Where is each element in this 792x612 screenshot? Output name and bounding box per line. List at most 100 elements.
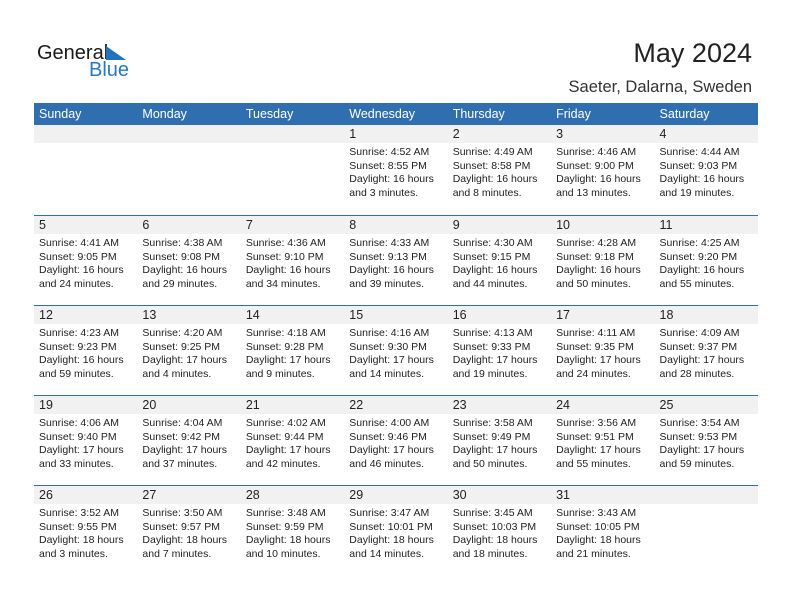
calendar-grid: Sunday Monday Tuesday Wednesday Thursday Frid… [34,103,758,575]
day-cell: 4 Sunrise: 4:44 AM Sunset: 9:03 PM Daylight… [655,125,758,215]
daylight-text: Daylight: 17 hours [452,444,538,456]
day-cell: 24 Sunrise: 3:56 AM Sunset: 9:51 PM Dayligh… [551,396,654,485]
sunrise-text: Sunrise: 4:38 AM [142,237,223,249]
sunset-text: Sunset: 9:55 PM [39,520,117,533]
sunset-text: Sunset: 9:05 PM [39,250,117,263]
daylight-text: Daylight: 17 hours [142,444,228,456]
week-row: 12 Sunrise: 4:23 AM Sunset: 9:23 PM Dayligh… [34,305,758,395]
daylight-text: Daylight: 17 hours [659,354,745,366]
day-number: 22 [349,398,364,412]
daylight-text: Daylight: 16 hours [659,173,745,185]
daylight-text: Daylight: 18 hours [452,534,538,546]
sunset-text: Sunset: 9:46 PM [349,430,427,443]
minutes-text: and 55 minutes. [556,457,631,470]
day-number: 18 [659,308,674,322]
daylight-text: Daylight: 17 hours [349,444,434,456]
day-number: 9 [452,218,460,232]
day-number: 29 [349,488,364,502]
weekday-header: Sunday Monday Tuesday Wednesday Thursday Frid… [34,103,758,125]
sunrise-text: Sunrise: 4:25 AM [659,237,740,249]
day-info: Sunrise: 4:04 AM Sunset: 9:42 PM Daylight:… [142,417,240,471]
day-cell: 2 Sunrise: 4:49 AM Sunset: 8:58 PM Daylight… [448,125,551,215]
day-number: 6 [142,218,150,232]
sunset-text: Sunset: 9:15 PM [452,250,531,263]
minutes-text: and 3 minutes. [39,547,108,560]
sunrise-text: Sunrise: 4:20 AM [142,327,223,339]
minutes-text: and 19 minutes. [452,367,528,380]
day-cell: 14 Sunrise: 4:18 AM Sunset: 9:28 PM Dayligh… [241,306,344,395]
day-number: 16 [452,308,467,322]
day-info: Sunrise: 4:06 AM Sunset: 9:40 PM Daylight:… [39,417,137,471]
day-cell: 30 Sunrise: 3:45 AM Sunset: 10:03 PM Daylig… [448,486,551,575]
day-cell: 21 Sunrise: 4:02 AM Sunset: 9:44 PM Dayligh… [241,396,344,485]
day-info: Sunrise: 4:00 AM Sunset: 9:46 PM Daylight:… [349,417,447,471]
weekday-tuesday: Tuesday [245,107,294,121]
sunset-text: Sunset: 9:51 PM [556,430,634,443]
day-info: Sunrise: 4:49 AM Sunset: 8:58 PM Daylight:… [453,146,551,200]
daylight-text: Daylight: 18 hours [142,534,228,546]
sunrise-text: Sunrise: 4:41 AM [39,237,119,249]
day-info: Sunrise: 4:28 AM Sunset: 9:18 PM Daylight:… [556,237,654,291]
day-cell: 16 Sunrise: 4:13 AM Sunset: 9:33 PM Dayligh… [448,306,551,395]
day-cell: 18 Sunrise: 4:09 AM Sunset: 9:37 PM Dayligh… [655,306,758,395]
day-info: Sunrise: 3:47 AM Sunset: 10:01 PM Daylight… [349,507,447,561]
day-cell: 11 Sunrise: 4:25 AM Sunset: 9:20 PM Dayligh… [655,216,758,305]
day-info: Sunrise: 4:18 AM Sunset: 9:28 PM Daylight:… [246,327,344,381]
minutes-text: and 39 minutes. [349,277,424,290]
sunrise-text: Sunrise: 4:49 AM [452,146,533,158]
daylight-text: Daylight: 16 hours [39,354,124,366]
day-number: 21 [245,398,260,412]
daylight-text: Daylight: 17 hours [659,444,745,456]
day-info: Sunrise: 4:33 AM Sunset: 9:13 PM Daylight:… [349,237,447,291]
sunset-text: Sunset: 9:40 PM [39,430,117,443]
sunrise-text: Sunrise: 4:44 AM [659,146,740,158]
sunrise-text: Sunrise: 4:11 AM [556,327,636,339]
daylight-text: Daylight: 18 hours [349,534,434,546]
sunrise-text: Sunrise: 3:56 AM [556,417,637,429]
minutes-text: and 50 minutes. [556,277,631,290]
minutes-text: and 59 minutes. [659,457,735,470]
day-cell: 10 Sunrise: 4:28 AM Sunset: 9:18 PM Dayligh… [551,216,654,305]
day-info: Sunrise: 3:43 AM Sunset: 10:05 PM Daylight… [556,507,654,561]
day-info: Sunrise: 4:38 AM Sunset: 9:08 PM Daylight:… [142,237,240,291]
sunrise-text: Sunrise: 4:23 AM [39,327,119,339]
daylight-text: Daylight: 16 hours [39,264,124,276]
daylight-text: Daylight: 16 hours [349,264,434,276]
day-number: 30 [452,488,467,502]
sunset-text: Sunset: 9:23 PM [39,340,117,353]
sunrise-text: Sunrise: 3:43 AM [556,507,637,519]
sunrise-text: Sunrise: 4:52 AM [349,146,430,158]
minutes-text: and 10 minutes. [245,547,321,560]
day-info: Sunrise: 3:52 AM Sunset: 9:55 PM Daylight:… [39,507,137,561]
sunset-text: Sunset: 9:57 PM [142,520,221,533]
daylight-text: Daylight: 16 hours [452,173,538,185]
day-info: Sunrise: 3:50 AM Sunset: 9:57 PM Daylight:… [142,507,240,561]
sunset-text: Sunset: 9:18 PM [556,250,634,263]
sunset-text: Sunset: 10:03 PM [452,520,537,533]
sunset-text: Sunset: 8:55 PM [349,159,427,172]
sunset-text: Sunset: 10:05 PM [556,520,640,533]
day-number: 7 [245,218,253,232]
minutes-text: and 37 minutes. [142,457,218,470]
weekday-monday: Monday [142,107,187,121]
sunrise-text: Sunrise: 4:06 AM [39,417,119,429]
sunrise-text: Sunrise: 4:00 AM [349,417,430,429]
sunrise-text: Sunrise: 4:46 AM [556,146,637,158]
day-cell: 7 Sunrise: 4:36 AM Sunset: 9:10 PM Daylight… [241,216,344,305]
sunset-text: Sunset: 9:30 PM [349,340,427,353]
day-cell: 23 Sunrise: 3:58 AM Sunset: 9:49 PM Dayligh… [448,396,551,485]
sunset-text: Sunset: 9:53 PM [659,430,738,443]
day-info: Sunrise: 4:16 AM Sunset: 9:30 PM Daylight:… [349,327,447,381]
day-number: 1 [349,127,357,141]
day-number: 13 [142,308,157,322]
sunset-text: Sunset: 9:37 PM [659,340,738,353]
daylight-text: Daylight: 17 hours [452,354,538,366]
minutes-text: and 34 minutes. [245,277,321,290]
sunset-text: Sunset: 9:44 PM [245,430,324,443]
daylight-text: Daylight: 16 hours [245,264,331,276]
day-info: Sunrise: 3:45 AM Sunset: 10:03 PM Daylight… [453,507,551,561]
sunrise-text: Sunrise: 4:33 AM [349,237,430,249]
daylight-text: Daylight: 17 hours [556,444,641,456]
sunset-text: Sunset: 9:59 PM [245,520,324,533]
minutes-text: and 18 minutes. [452,547,528,560]
